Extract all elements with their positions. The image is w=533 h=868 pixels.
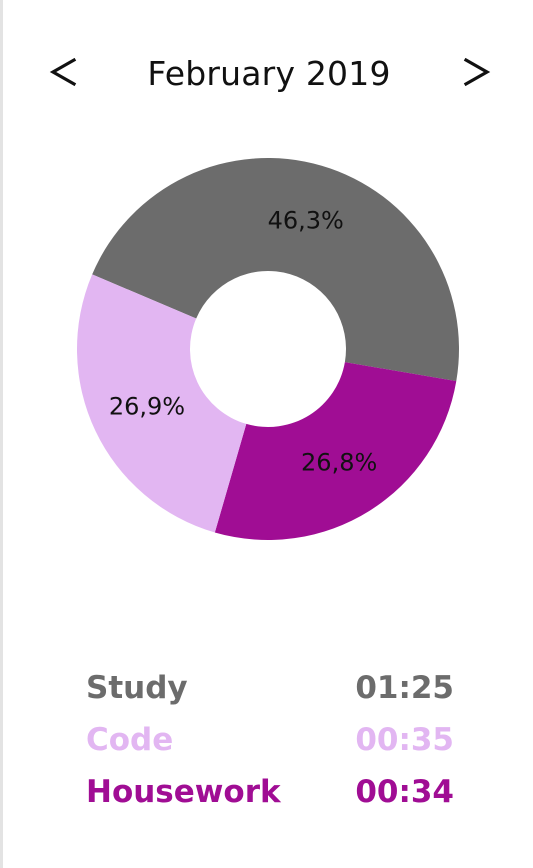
legend-row-code: Code 00:35 bbox=[86, 720, 454, 760]
legend-name-code: Code bbox=[86, 722, 174, 758]
legend-row-housework: Housework 00:34 bbox=[86, 772, 454, 812]
donut-labels: 46,3% 26,8% 26,9% bbox=[109, 206, 377, 476]
legend-time-housework: 00:34 bbox=[355, 774, 454, 810]
donut-slice-housework bbox=[214, 362, 457, 540]
donut-slices bbox=[77, 157, 460, 540]
donut-slice-code bbox=[77, 274, 247, 533]
donut-label-code: 26,9% bbox=[109, 393, 185, 421]
legend-time-study: 01:25 bbox=[355, 670, 454, 706]
donut-label-housework: 26,8% bbox=[301, 449, 377, 477]
chevron-right-icon bbox=[463, 57, 491, 87]
next-month-button[interactable] bbox=[446, 44, 506, 100]
legend-time-code: 00:35 bbox=[355, 722, 454, 758]
donut-label-study: 46,3% bbox=[268, 206, 344, 234]
chevron-left-icon bbox=[49, 57, 77, 87]
month-title: February 2019 bbox=[147, 53, 391, 93]
previous-month-button[interactable] bbox=[34, 44, 94, 100]
donut-slice-study bbox=[92, 157, 460, 382]
legend-row-study: Study 01:25 bbox=[86, 668, 454, 708]
screen-edge-divider bbox=[0, 0, 3, 868]
legend-name-housework: Housework bbox=[86, 774, 281, 810]
legend-name-study: Study bbox=[86, 670, 188, 706]
